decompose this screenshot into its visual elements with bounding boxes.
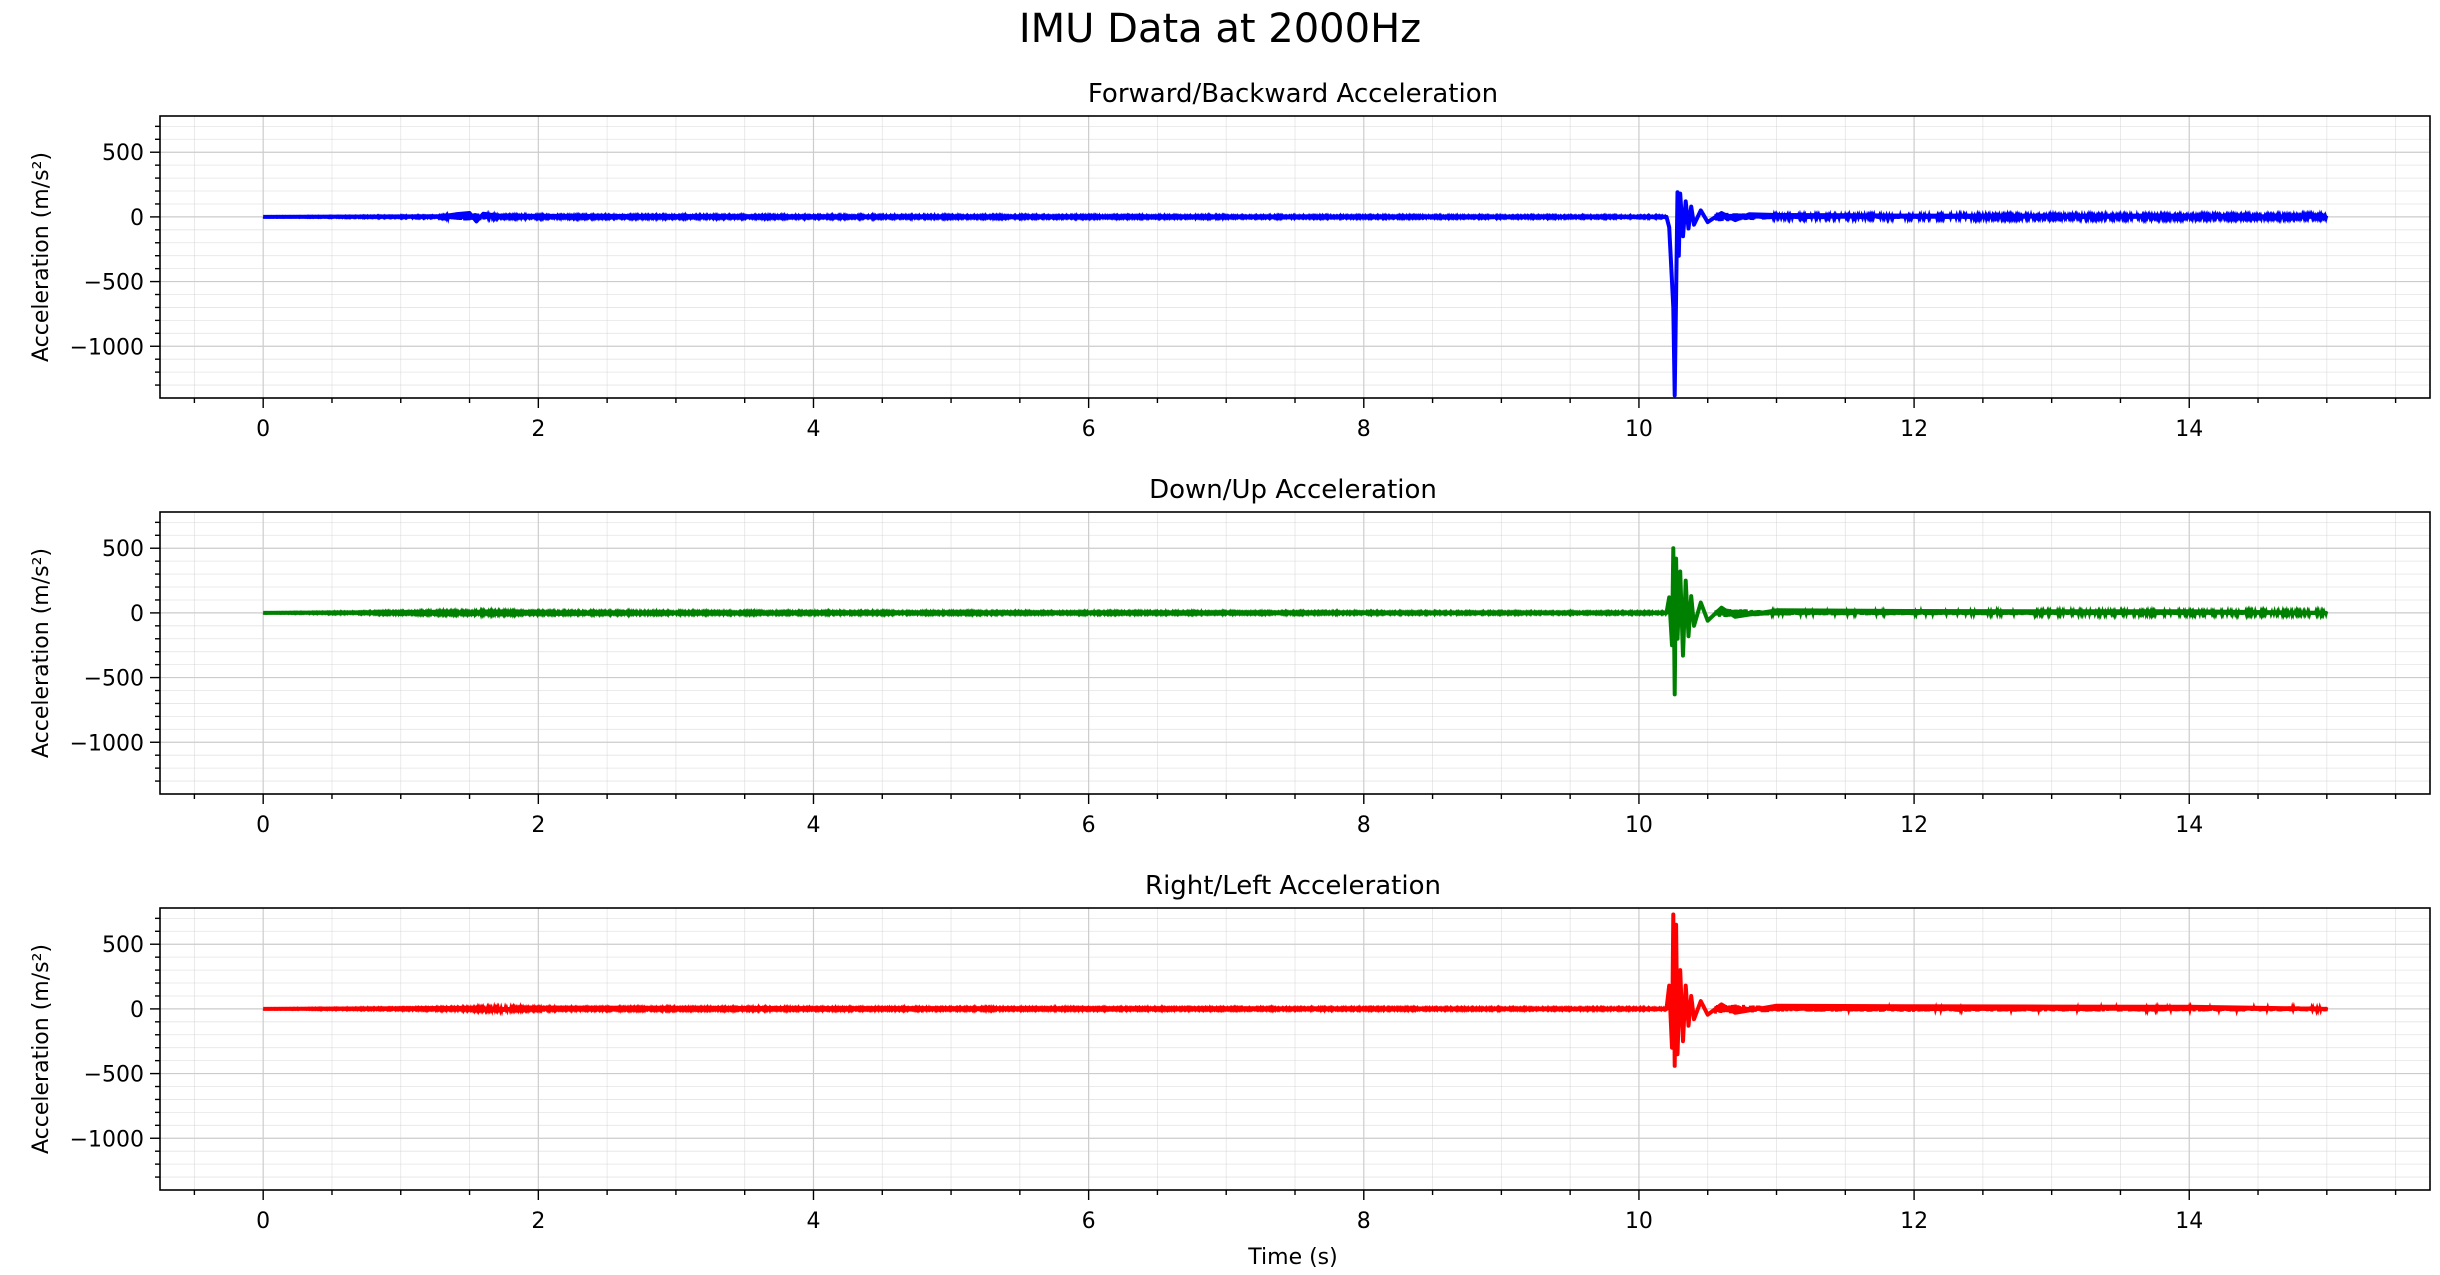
subplot-title: Forward/Backward Acceleration (1088, 79, 1498, 109)
x-axis-label: Time (s) (1247, 1245, 1337, 1270)
x-tick-label: 0 (256, 813, 270, 838)
x-tick-label: 12 (1900, 1209, 1928, 1234)
y-axis-label: Acceleration (m/s²) (29, 152, 54, 362)
x-tick-label: 2 (531, 813, 545, 838)
subplot-title: Right/Left Acceleration (1145, 871, 1441, 901)
y-tick-label: −500 (84, 667, 144, 692)
x-tick-label: 4 (806, 813, 820, 838)
subplot-title: Down/Up Acceleration (1149, 475, 1437, 505)
x-tick-label: 0 (256, 417, 270, 442)
x-tick-label: 6 (1082, 1209, 1096, 1234)
series-line-down (263, 546, 2327, 697)
y-tick-label: −1000 (70, 731, 144, 756)
figure-title: IMU Data at 2000Hz (1018, 6, 1422, 52)
y-axis-label: Acceleration (m/s²) (29, 944, 54, 1154)
y-tick-label: 500 (102, 141, 144, 166)
x-tick-label: 10 (1625, 1209, 1653, 1234)
y-axis-label: Acceleration (m/s²) (29, 548, 54, 758)
x-tick-label: 12 (1900, 813, 1928, 838)
y-tick-label: 0 (130, 602, 144, 627)
x-tick-label: 14 (2175, 417, 2203, 442)
x-tick-label: 2 (531, 417, 545, 442)
subplot-right: 0 2 4 6 8 10 12 14 −1000 −500 0 500 Right/Left Accel… (29, 871, 2431, 1270)
x-tick-label: 6 (1082, 417, 1096, 442)
subplot-forward: 0 2 4 6 8 10 12 14 −1000 −500 0 500 Forward/Backward… (29, 79, 2431, 442)
y-tick-label: −500 (84, 271, 144, 296)
y-tick-label: 0 (130, 998, 144, 1023)
x-tick-label: 0 (256, 1209, 270, 1234)
x-tick-label: 10 (1625, 813, 1653, 838)
y-tick-label: 500 (102, 933, 144, 958)
x-tick-label: 4 (806, 417, 820, 442)
x-tick-label: 2 (531, 1209, 545, 1234)
x-tick-label: 10 (1625, 417, 1653, 442)
y-tick-label: 0 (130, 206, 144, 231)
x-tick-label: 14 (2175, 813, 2203, 838)
x-tick-label: 6 (1082, 813, 1096, 838)
x-tick-label: 8 (1357, 813, 1371, 838)
x-tick-label: 14 (2175, 1209, 2203, 1234)
x-tick-label: 8 (1357, 417, 1371, 442)
x-tick-label: 12 (1900, 417, 1928, 442)
y-tick-label: −1000 (70, 335, 144, 360)
y-tick-label: −1000 (70, 1127, 144, 1152)
subplot-down: 0 2 4 6 8 10 12 14 −1000 −500 0 500 Down/Up Accelera… (29, 475, 2431, 838)
y-tick-label: 500 (102, 537, 144, 562)
series-line-right (263, 912, 2327, 1068)
series-line-forward (263, 190, 2327, 398)
x-tick-label: 8 (1357, 1209, 1371, 1234)
x-tick-label: 4 (806, 1209, 820, 1234)
y-tick-label: −500 (84, 1063, 144, 1088)
